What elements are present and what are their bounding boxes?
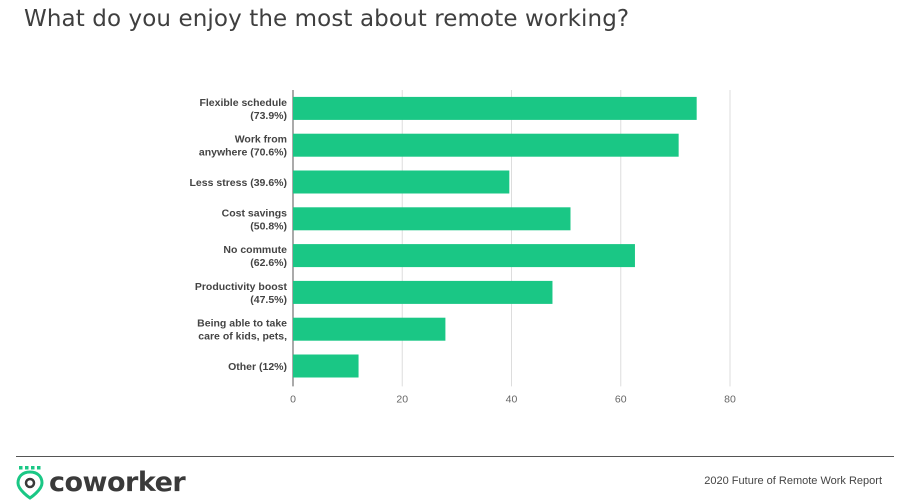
coworker-logo[interactable]: coworker — [16, 464, 186, 500]
x-tick-label: 60 — [615, 393, 627, 405]
category-label: Other (12%) — [228, 361, 287, 373]
bar — [293, 170, 510, 194]
category-label: No commute (62.6%) — [223, 244, 287, 269]
category-label: Productivity boost (47.5%) — [195, 281, 288, 306]
bar — [293, 244, 635, 268]
bar-chart: Flexible schedule (73.9%) Work from anywher… — [190, 90, 736, 405]
category-label: Work from anywhere (70.6%) — [199, 134, 287, 159]
chart-title: What do you enjoy the most about remote … — [24, 6, 630, 32]
x-tick-label: 20 — [396, 393, 408, 405]
x-tick-label: 80 — [724, 393, 736, 405]
location-pin-icon — [16, 466, 44, 500]
category-labels: Flexible schedule (73.9%) Work from anywher… — [190, 97, 288, 373]
category-label: Being able to take care of kids, pets, — [197, 318, 287, 343]
bar — [293, 133, 679, 157]
x-tick-label: 0 — [290, 393, 296, 405]
bar — [293, 354, 359, 378]
category-label: Flexible schedule (73.9%) — [199, 97, 287, 122]
x-axis-ticks: 0 20 40 60 80 — [290, 393, 736, 405]
logo-wordmark: coworker — [49, 466, 186, 498]
category-label: Cost savings (50.8%) — [222, 207, 288, 232]
bar — [293, 317, 446, 341]
bar — [293, 207, 571, 231]
category-label: Less stress (39.6%) — [190, 177, 287, 189]
report-caption: 2020 Future of Remote Work Report — [704, 475, 882, 487]
bar — [293, 280, 553, 304]
bars — [293, 96, 697, 378]
footer-divider — [16, 456, 894, 457]
x-tick-label: 40 — [506, 393, 518, 405]
bar — [293, 96, 697, 120]
